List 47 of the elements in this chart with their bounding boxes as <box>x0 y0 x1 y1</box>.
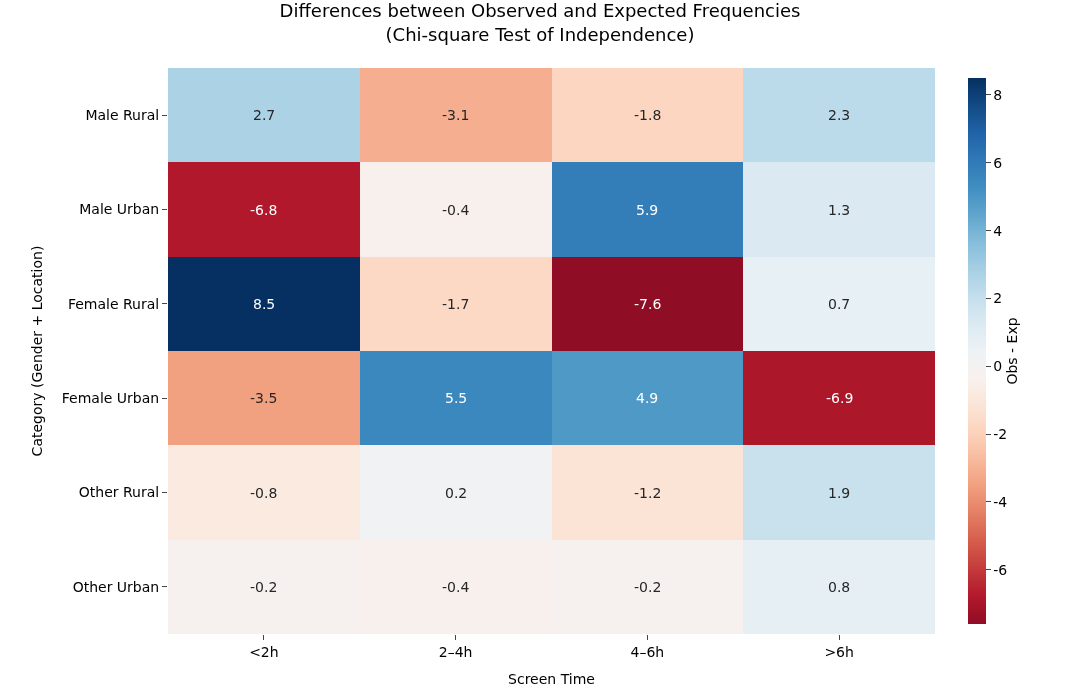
y-axis-title: Category (Gender + Location) <box>29 245 46 457</box>
y-tick-label: Female Urban <box>61 390 160 407</box>
color-bar-label: -4 <box>993 493 1008 510</box>
y-tick-label: Male Rural <box>85 107 160 124</box>
data-label: 4.9 <box>636 390 659 406</box>
color-bar-label: 8 <box>993 86 1003 103</box>
data-label: 1.9 <box>828 485 851 501</box>
data-label: -1.7 <box>442 296 470 312</box>
x-tick-label: 4–6h <box>630 643 665 660</box>
data-label: -1.8 <box>634 107 662 123</box>
chart-title: Differences between Observed and Expected Frequencies <box>279 0 801 22</box>
data-label: -6.9 <box>826 390 854 406</box>
color-bar-label: -2 <box>993 425 1008 442</box>
y-tick-label: Other Rural <box>78 484 160 501</box>
data-label: -0.8 <box>250 485 278 501</box>
x-tick-label: >6h <box>824 643 854 660</box>
data-label: 2.7 <box>253 107 276 123</box>
x-axis-title: Screen Time <box>508 671 595 688</box>
data-label: 5.5 <box>445 390 468 406</box>
color-bar-label: -6 <box>993 561 1008 578</box>
data-label: -0.4 <box>442 579 470 595</box>
y-tick-label: Other Urban <box>72 578 160 595</box>
color-bar-label: 4 <box>993 222 1003 239</box>
x-tick-label: <2h <box>249 643 279 660</box>
data-label: -0.2 <box>634 579 662 595</box>
data-label: -0.2 <box>250 579 278 595</box>
data-label: -1.2 <box>634 485 662 501</box>
color-bar-label: 6 <box>993 154 1003 171</box>
data-label: -6.8 <box>250 202 278 218</box>
data-label: 1.3 <box>828 202 851 218</box>
data-label: 0.7 <box>828 296 851 312</box>
data-label: 5.9 <box>636 202 659 218</box>
color-bar-label: 0 <box>993 358 1003 375</box>
chart-subtitle: (Chi-square Test of Independence) <box>385 23 695 45</box>
y-tick-label: Male Urban <box>79 201 160 218</box>
data-label: 2.3 <box>828 107 851 123</box>
data-label: 0.2 <box>445 485 468 501</box>
data-label: 0.8 <box>828 579 851 595</box>
y-tick-label: Female Rural <box>67 295 160 312</box>
data-label: -7.6 <box>634 296 662 312</box>
color-bar-title: Obs - Exp <box>1004 317 1021 385</box>
color-bar-label: 2 <box>993 290 1003 307</box>
data-label: -0.4 <box>442 202 470 218</box>
data-label: -3.1 <box>442 107 470 123</box>
data-label: -3.5 <box>250 390 278 406</box>
x-tick-label: 2–4h <box>438 643 473 660</box>
data-label: 8.5 <box>253 296 276 312</box>
